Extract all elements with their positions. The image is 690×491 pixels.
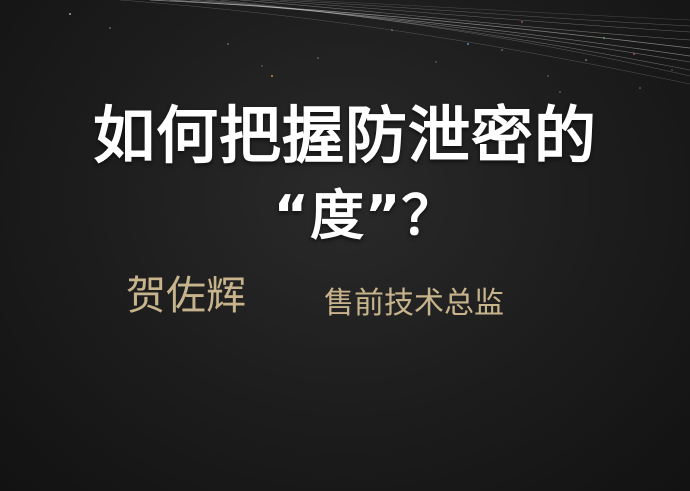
presenter-role: 售前技术总监 (324, 286, 504, 321)
presenter-name: 贺佐辉 (126, 273, 246, 319)
slide-title-line-1: 如何把握防泄密的 (92, 99, 597, 172)
slide-title-line-2: “度”？ (273, 184, 457, 247)
